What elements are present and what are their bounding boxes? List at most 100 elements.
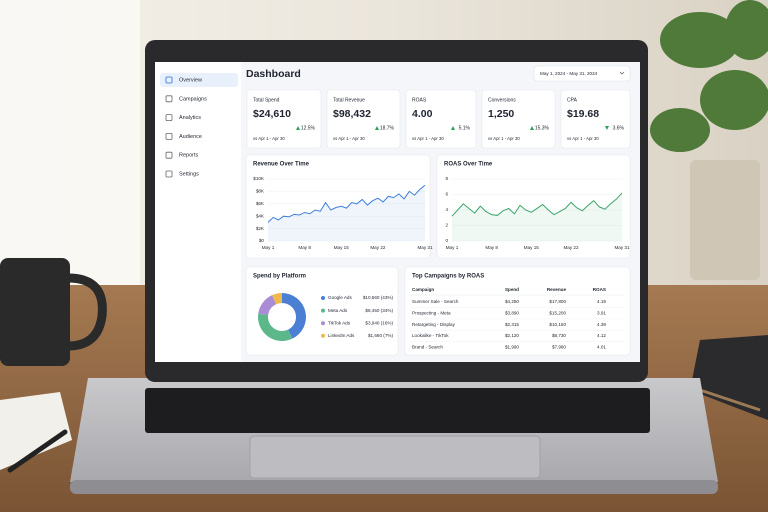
y-tick-label: $10K bbox=[253, 176, 265, 181]
kpi-comparison: vs Apr 1 - Apr 30 bbox=[412, 136, 444, 141]
chevron bbox=[619, 71, 625, 75]
table-cell: Lookalike - TikTok bbox=[412, 333, 449, 338]
nav-item[interactable]: Audience bbox=[179, 134, 202, 140]
y-tick-label: $0 bbox=[259, 238, 265, 243]
x-tick-label: May 22 bbox=[563, 245, 579, 250]
donut-segment bbox=[272, 293, 282, 305]
table-cell: Prospecting - Meta bbox=[412, 311, 451, 316]
card bbox=[404, 266, 631, 356]
area bbox=[452, 192, 622, 241]
window-light bbox=[0, 0, 140, 300]
table-cell: 4.01 bbox=[597, 344, 606, 349]
table-cell: $4,250 bbox=[505, 299, 519, 304]
legend-value: $3,940 (16%) bbox=[365, 320, 393, 325]
x-tick-label: May 15 bbox=[334, 245, 350, 250]
y-tick-label: 2 bbox=[445, 223, 448, 228]
kpi-comparison: vs Apr 1 - Apr 30 bbox=[333, 136, 365, 141]
nav-icon bbox=[165, 151, 173, 159]
y-tick-label: $8K bbox=[256, 189, 265, 194]
legend-label: Google Ads bbox=[328, 295, 352, 300]
nav-item[interactable]: Settings bbox=[179, 171, 199, 177]
line bbox=[451, 192, 623, 217]
nav-icon bbox=[165, 76, 173, 84]
legend-swatch bbox=[321, 308, 325, 313]
card bbox=[326, 89, 401, 149]
column-header: Spend bbox=[505, 287, 519, 292]
chart-title: Revenue Over Time bbox=[253, 162, 310, 168]
table-cell: Summer Sale - Search bbox=[412, 299, 459, 304]
dashboard: Overview Campaigns Analytics Audience Report… bbox=[160, 68, 631, 356]
legend-swatch bbox=[321, 333, 325, 338]
sidebar bbox=[155, 62, 241, 362]
nav-active bbox=[160, 73, 238, 87]
nav-icon bbox=[165, 170, 173, 178]
legend-value: $1,660 (7%) bbox=[368, 333, 393, 338]
y-tick-label: $6K bbox=[256, 201, 265, 206]
legend-value: $10,560 (43%) bbox=[363, 295, 394, 300]
date-range[interactable]: May 1, 2024 - May 31, 2024 bbox=[540, 71, 598, 76]
legend-swatch bbox=[321, 296, 325, 300]
card bbox=[481, 89, 556, 149]
nav-item[interactable]: Overview bbox=[179, 77, 202, 83]
y-tick-label: 0 bbox=[445, 238, 448, 243]
column-header: Revenue bbox=[547, 287, 567, 292]
y-tick-label: $2K bbox=[256, 226, 265, 231]
kpi-value: $19.68 bbox=[567, 108, 599, 120]
donut-segment bbox=[258, 313, 293, 341]
legend-label: TikTok Ads bbox=[328, 320, 351, 325]
nav-item[interactable]: Campaigns bbox=[179, 96, 207, 102]
x-tick-label: May 1 bbox=[446, 245, 459, 250]
kpi-change: 12.5% bbox=[301, 125, 316, 131]
table-cell: 4.39 bbox=[597, 322, 606, 327]
trend-arrow bbox=[605, 126, 609, 130]
page-title: Dashboard bbox=[246, 68, 301, 80]
nav-icon bbox=[165, 114, 173, 121]
kpi-label: Conversions bbox=[488, 97, 516, 103]
closed-notebook bbox=[690, 335, 768, 420]
nav-icon bbox=[165, 95, 173, 103]
donut-segment bbox=[258, 295, 277, 316]
chart-title: ROAS Over Time bbox=[444, 162, 493, 168]
legend-label: Meta Ads bbox=[328, 308, 348, 313]
kpi-value: 4.00 bbox=[412, 108, 433, 120]
legend-swatch bbox=[321, 321, 325, 326]
kpi-label: ROAS bbox=[412, 97, 427, 103]
table-cell: 4.12 bbox=[597, 333, 606, 338]
nav-item[interactable]: Analytics bbox=[179, 115, 201, 121]
plant-pot bbox=[690, 160, 760, 280]
card bbox=[246, 89, 322, 149]
x-tick-label: May 31 bbox=[614, 245, 630, 250]
column-header: Campaign bbox=[412, 287, 434, 292]
table-cell: 4.19 bbox=[597, 299, 606, 304]
table-cell: $7,980 bbox=[552, 344, 566, 349]
table-cell: $2,315 bbox=[505, 322, 519, 327]
nav-icon bbox=[165, 132, 173, 140]
kpi-comparison: vs Apr 1 - Apr 30 bbox=[567, 136, 599, 141]
table-cell: $15,200 bbox=[549, 311, 566, 316]
kpi-value: 1,250 bbox=[488, 108, 514, 120]
trend-arrow bbox=[451, 126, 455, 130]
table-cell: $17,800 bbox=[549, 299, 566, 304]
x-tick-label: May 31 bbox=[417, 245, 433, 250]
kpi-label: CPA bbox=[567, 97, 578, 103]
kpi-change: 15.3% bbox=[535, 125, 550, 131]
date-picker[interactable] bbox=[533, 65, 631, 82]
chart-title: Spend by Platform bbox=[253, 274, 306, 280]
nav-item[interactable]: Reports bbox=[179, 153, 199, 159]
area bbox=[268, 185, 425, 241]
card bbox=[245, 154, 431, 259]
table-cell: $8,730 bbox=[552, 333, 566, 338]
x-tick-label: May 15 bbox=[524, 245, 540, 250]
kpi-value: $24,610 bbox=[253, 108, 291, 120]
x-tick-label: May 8 bbox=[298, 245, 311, 250]
table-cell: 3.91 bbox=[597, 311, 606, 316]
legend-value: $8,450 (34%) bbox=[365, 308, 393, 313]
card bbox=[405, 89, 477, 149]
kpi-value: $98,432 bbox=[333, 108, 371, 120]
kpi-comparison: vs Apr 1 - Apr 30 bbox=[488, 136, 520, 141]
kpi-label: Total Spend bbox=[253, 97, 280, 103]
y-tick-label: 6 bbox=[445, 192, 448, 197]
x-tick-label: May 22 bbox=[370, 245, 386, 250]
